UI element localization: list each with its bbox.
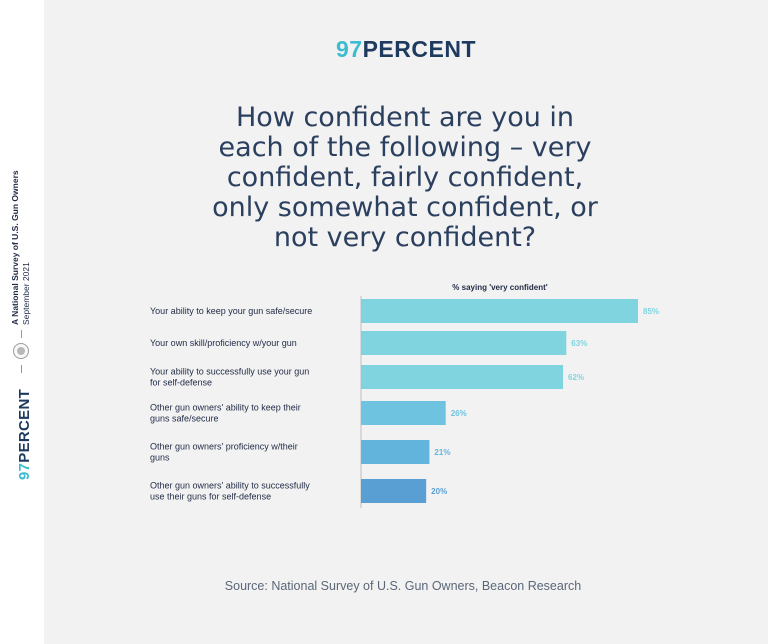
brand-logo: 97PERCENT: [0, 36, 768, 63]
bar: [361, 365, 564, 389]
category-label-line: Your ability to successfully use your gu…: [150, 367, 309, 377]
category-label-line: guns safe/secure: [150, 414, 219, 424]
bar-value-label: 63%: [571, 339, 587, 348]
bar: [361, 440, 430, 464]
category-label-line: Other gun owners' ability to keep their: [150, 403, 301, 413]
category-label-line: Your own skill/proficiency w/your gun: [150, 338, 297, 348]
sidebar: A National Survey of U.S. Gun Owners Sep…: [0, 0, 44, 644]
category-label-line: use their guns for self-defense: [150, 492, 271, 502]
sidebar-divider: [21, 365, 22, 373]
bar-value-label: 21%: [434, 448, 450, 457]
category-label-line: Other gun owners' ability to successfull…: [150, 481, 310, 491]
bar-value-label: 85%: [643, 307, 659, 316]
bar-value-label: 62%: [568, 373, 584, 382]
bar: [361, 299, 638, 323]
category-label: Your ability to successfully use your gu…: [150, 367, 309, 388]
bar: [361, 401, 446, 425]
bar-value-label: 20%: [431, 487, 447, 496]
sidebar-divider: [21, 330, 22, 338]
question-title: How confident are you in each of the fol…: [212, 102, 598, 253]
source-note: Source: National Survey of U.S. Gun Owne…: [224, 579, 582, 593]
series-label: % saying 'very confident': [452, 283, 547, 292]
category-label: Your ability to keep your gun safe/secur…: [150, 306, 312, 316]
category-label: Your own skill/proficiency w/your gun: [150, 338, 297, 348]
bar: [361, 331, 567, 355]
category-label-line: for self-defense: [150, 378, 212, 388]
category-label-line: Other gun owners' proficiency w/their: [150, 442, 298, 452]
brand-logo-num: 97: [336, 36, 363, 62]
brand-logo-word: PERCENT: [362, 36, 476, 62]
seal-icon: [13, 343, 29, 359]
category-label: Other gun owners' ability to keep their g…: [150, 403, 301, 424]
bar: [361, 479, 427, 503]
category-label-line: Your ability to keep your gun safe/secur…: [150, 306, 312, 316]
category-label: Other gun owners' proficiency w/their gun…: [150, 442, 298, 463]
category-label-line: guns: [150, 453, 170, 463]
category-label: Other gun owners' ability to successfull…: [150, 481, 310, 502]
bar-value-label: 26%: [451, 409, 467, 418]
bars-group: 85% Your ability to keep your gun safe/se…: [150, 299, 659, 503]
